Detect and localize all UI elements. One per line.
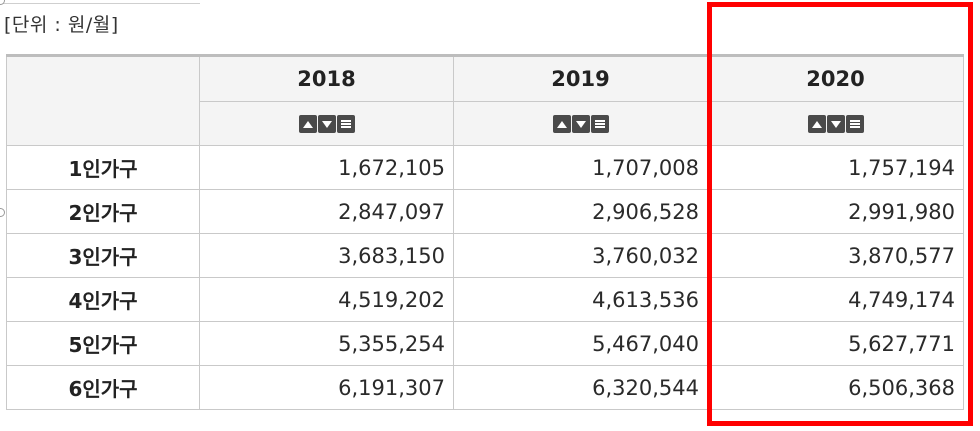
table-cell: 2,906,528	[453, 189, 708, 234]
table-cell: 3,683,150	[199, 233, 454, 278]
table-cell: 4,613,536	[453, 277, 708, 322]
table-row: 1인가구 1,672,105 1,707,008 1,757,194	[6, 145, 964, 190]
top-divider	[0, 3, 200, 4]
table-row: 4인가구 4,519,202 4,613,536 4,749,174	[6, 277, 964, 322]
table-cell: 2,847,097	[199, 189, 454, 234]
sort-controls-2018	[199, 101, 454, 146]
table-cell: 5,355,254	[199, 321, 454, 366]
table-cell: 4,519,202	[199, 277, 454, 322]
table-cell: 6,506,368	[707, 365, 964, 410]
year-header-2018: 2018	[199, 54, 454, 102]
row-label: 4인가구	[6, 277, 200, 322]
table-row: 3인가구 3,683,150 3,760,032 3,870,577	[6, 233, 964, 278]
sort-ascending-icon[interactable]	[552, 115, 571, 134]
household-income-table: 2018 2019 2020	[6, 54, 964, 410]
sort-controls-2020	[707, 101, 964, 146]
resize-handle-top[interactable]	[0, 0, 5, 5]
year-header-2019: 2019	[453, 54, 708, 102]
row-label: 1인가구	[6, 145, 200, 190]
sort-descending-icon[interactable]	[571, 115, 590, 134]
sort-ascending-icon[interactable]	[298, 115, 317, 134]
table-cell: 2,991,980	[707, 189, 964, 234]
table-cell: 1,707,008	[453, 145, 708, 190]
sort-menu-icon[interactable]	[590, 115, 609, 134]
table-cell: 3,870,577	[707, 233, 964, 278]
table-cell: 4,749,174	[707, 277, 964, 322]
row-label: 2인가구	[6, 189, 200, 234]
corner-header-cell	[6, 54, 200, 146]
table-row: 6인가구 6,191,307 6,320,544 6,506,368	[6, 365, 964, 410]
row-label: 6인가구	[6, 365, 200, 410]
year-header-2020: 2020	[707, 54, 964, 102]
table-cell: 6,320,544	[453, 365, 708, 410]
sort-descending-icon[interactable]	[317, 115, 336, 134]
table-cell: 1,672,105	[199, 145, 454, 190]
sort-descending-icon[interactable]	[826, 115, 845, 134]
sort-ascending-icon[interactable]	[807, 115, 826, 134]
table-row: 5인가구 5,355,254 5,467,040 5,627,771	[6, 321, 964, 366]
table-cell: 3,760,032	[453, 233, 708, 278]
resize-handle-left[interactable]	[0, 208, 5, 217]
table-cell: 1,757,194	[707, 145, 964, 190]
row-label: 5인가구	[6, 321, 200, 366]
table-row: 2인가구 2,847,097 2,906,528 2,991,980	[6, 189, 964, 234]
row-label: 3인가구	[6, 233, 200, 278]
unit-label: [단위 : 원/월]	[4, 14, 119, 36]
sort-menu-icon[interactable]	[336, 115, 355, 134]
table-cell: 5,467,040	[453, 321, 708, 366]
table-cell: 5,627,771	[707, 321, 964, 366]
table-cell: 6,191,307	[199, 365, 454, 410]
sort-controls-2019	[453, 101, 708, 146]
sort-menu-icon[interactable]	[845, 115, 864, 134]
